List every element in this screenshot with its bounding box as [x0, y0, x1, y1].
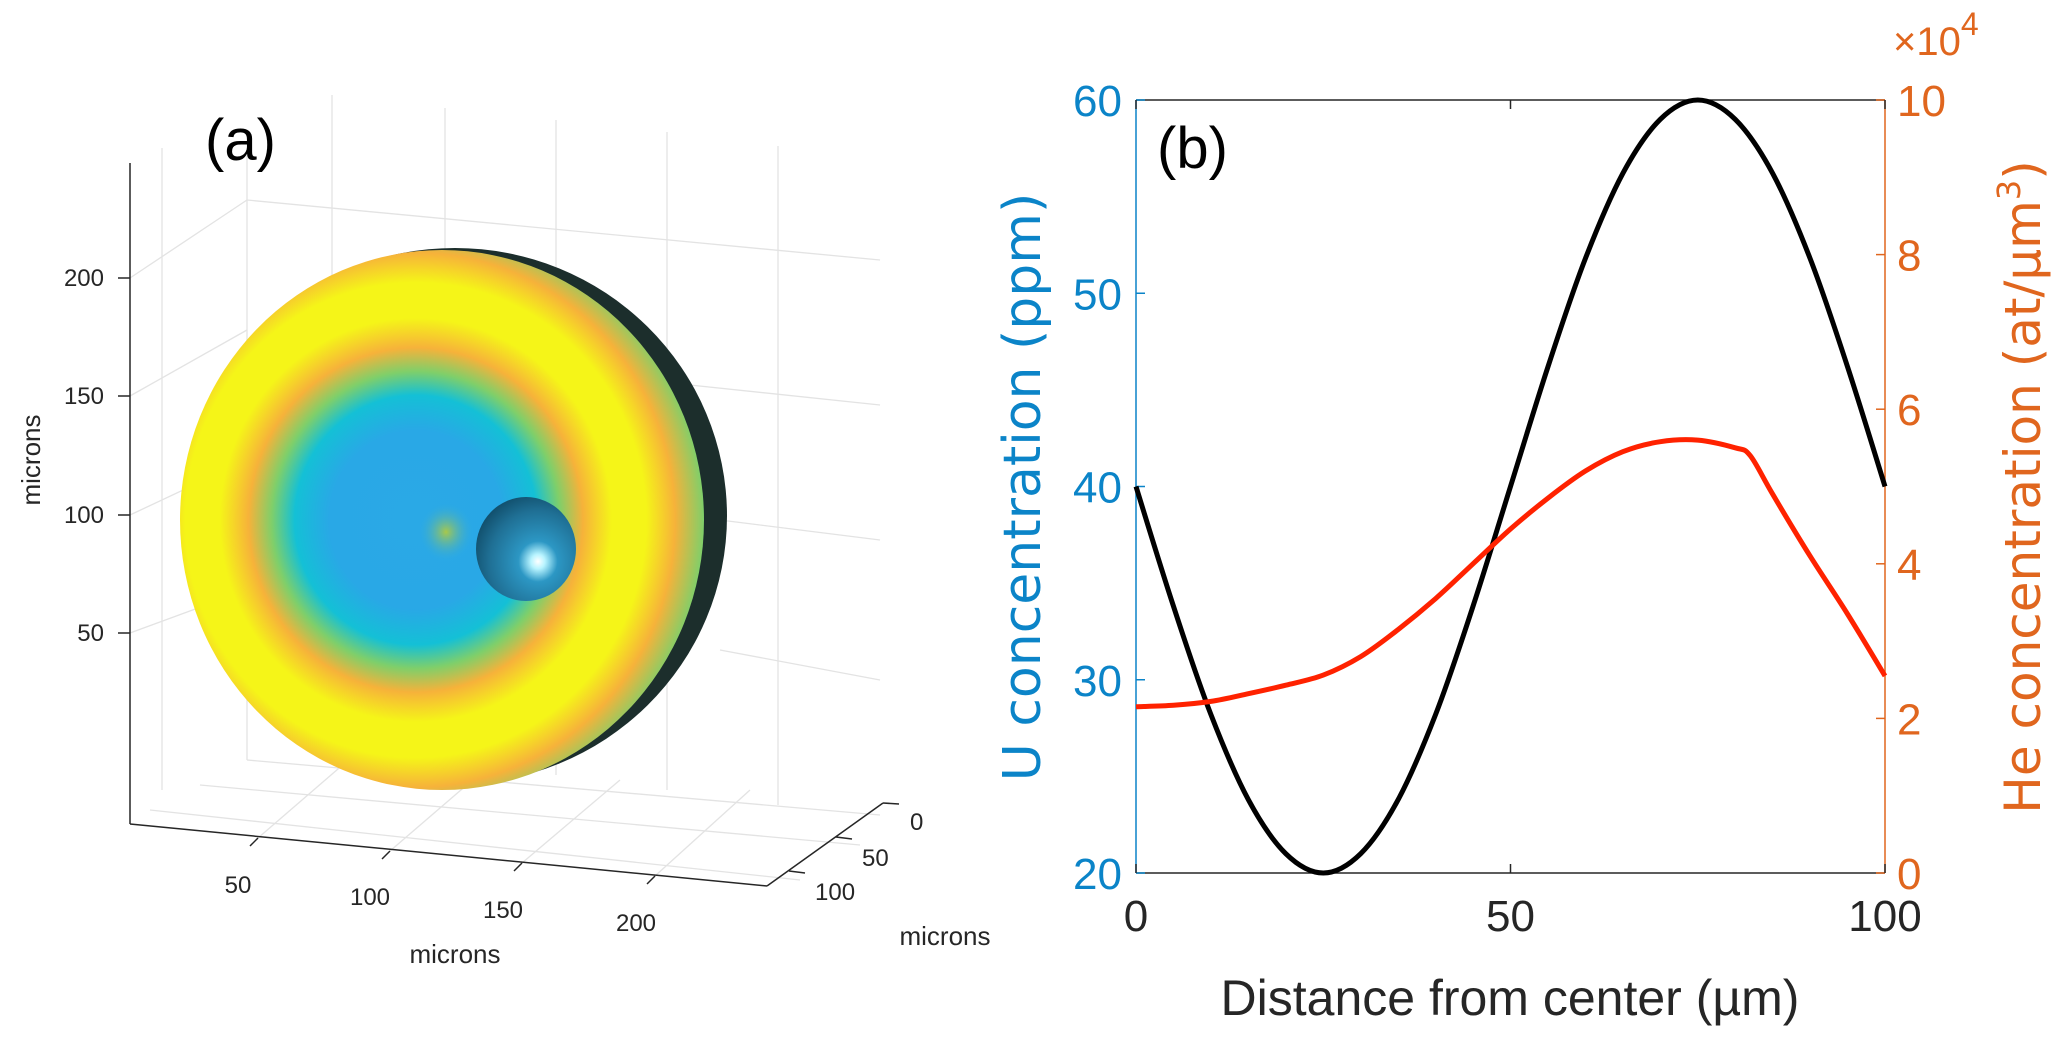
- y-tick-label: 100: [815, 879, 855, 906]
- z-tick-label: 100: [64, 502, 104, 529]
- x-axis-line: [129, 823, 768, 887]
- right-tick-label: 8: [1897, 232, 1921, 281]
- panel-label-b: (b): [1157, 116, 1228, 181]
- z-tick-label: 50: [77, 620, 104, 647]
- y-axis-label-left: U concentration (ppm): [993, 193, 1053, 782]
- left-tick-label: 40: [1073, 464, 1122, 513]
- left-tick-label: 50: [1073, 270, 1122, 319]
- right-axis-exponent: ×104: [1893, 6, 1979, 64]
- series-b: [1133, 97, 1888, 876]
- he-concentration-line: [1135, 437, 1888, 710]
- right-tick-label: 0: [1897, 850, 1921, 899]
- x-axis-label: microns: [409, 939, 500, 969]
- x-tick-label: 100: [350, 884, 390, 911]
- inclusion-sphere: [476, 497, 576, 601]
- panel-a: 200 150 100 50 microns 50 100 150 200 mi…: [16, 95, 991, 969]
- x-tick-label: 100: [1848, 892, 1921, 941]
- panel-label-a: (a): [205, 108, 276, 173]
- z-tick-label: 150: [64, 383, 104, 410]
- left-tick-label: 30: [1073, 657, 1122, 706]
- y-axis-label: microns: [899, 921, 990, 951]
- x-tick-label: 50: [1486, 892, 1535, 941]
- x-tick-label: 200: [616, 910, 656, 937]
- u-concentration-line: [1133, 97, 1888, 876]
- crystal-core-spot: [418, 502, 474, 562]
- right-tick-label: 4: [1897, 541, 1921, 590]
- y-tick-label: 0: [910, 809, 923, 836]
- y-axis-label-right: He concentration (at/µm3): [1990, 160, 2052, 813]
- z-ticks: 200 150 100 50: [64, 265, 130, 647]
- left-tick-label: 20: [1073, 850, 1122, 899]
- y-ticks-3d: 0 50 100: [788, 802, 923, 906]
- x-axis-label-b: Distance from center (µm): [1221, 970, 1800, 1026]
- x-tick-label: 150: [483, 897, 523, 924]
- y-axis-line: [766, 802, 884, 887]
- x-tick-label: 0: [1124, 892, 1148, 941]
- right-tick-label: 10: [1897, 77, 1946, 126]
- right-tick-label: 6: [1897, 386, 1921, 435]
- left-tick-label: 60: [1073, 77, 1122, 126]
- z-tick-label: 200: [64, 265, 104, 292]
- x-tick-label: 50: [225, 872, 252, 899]
- y-tick-label: 50: [862, 845, 889, 872]
- x-ticks-3d: 50 100 150 200: [225, 837, 656, 937]
- right-tick-label: 2: [1897, 695, 1921, 744]
- z-axis-label: microns: [16, 414, 46, 505]
